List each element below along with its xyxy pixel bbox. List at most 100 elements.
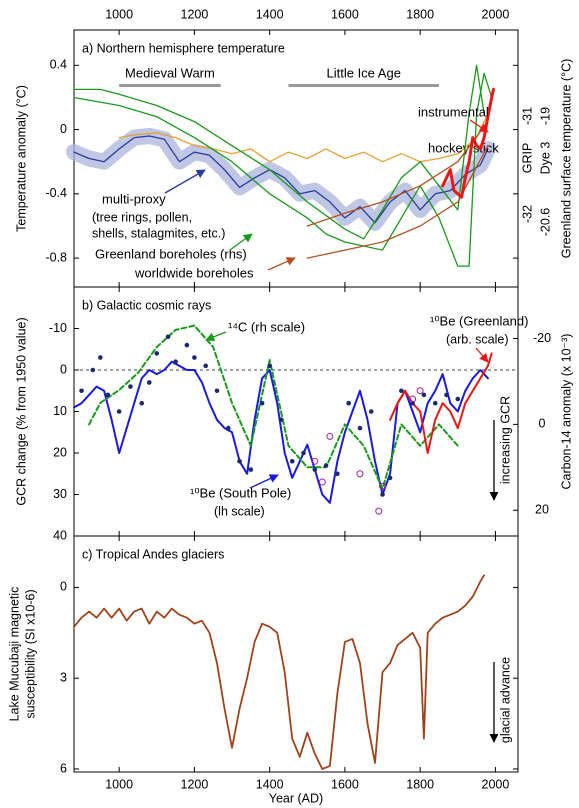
- data-point: [278, 417, 284, 423]
- panel-frame: [73, 535, 519, 773]
- data-line: [73, 360, 489, 504]
- y-axis-label: Temperature anomaly (°C): [14, 85, 28, 232]
- data-point: [225, 425, 231, 431]
- data-point: [444, 392, 449, 398]
- pointer-arrow: [249, 474, 279, 489]
- data-point: [323, 463, 329, 468]
- data-point: [311, 457, 319, 465]
- data-line: [389, 352, 493, 454]
- series-label: ¹⁰Be (South Pole): [190, 485, 291, 500]
- data-point: [203, 363, 208, 369]
- data-point: [387, 475, 393, 481]
- series-label: Greenland boreholes (rhs): [95, 246, 247, 261]
- data-point: [312, 467, 318, 472]
- data-point: [368, 409, 374, 414]
- y-tick-label: 0: [60, 362, 67, 376]
- data-point: [237, 459, 242, 464]
- pointer-arrow: [229, 233, 253, 251]
- y2-tick-label: 0: [539, 417, 546, 431]
- x-tick-label: 1600: [331, 777, 359, 791]
- data-point: [432, 400, 438, 406]
- panel-title: a) Northern hemisphere temperature: [82, 41, 285, 55]
- y-tick-label: 10: [53, 404, 67, 418]
- data-point: [154, 351, 160, 356]
- annotation: increasing GCR: [498, 396, 512, 484]
- y2-axis-label: Greenland surface temperature (°C): [559, 59, 573, 259]
- y-tick-label: 0.4: [50, 58, 67, 72]
- data-line: [73, 72, 493, 267]
- data-point: [455, 396, 461, 402]
- y-axis-label: Lake Mucubaji magnetic: [7, 587, 21, 722]
- data-line: [441, 87, 495, 199]
- data-line: [118, 112, 489, 163]
- annotation: GRIP: [520, 143, 534, 174]
- y-axis-label: GCR change (% from 1950 value): [14, 317, 28, 505]
- data-line: [88, 324, 459, 490]
- series-label: multi-proxy: [102, 191, 166, 206]
- annotation: glacial advance: [498, 657, 512, 743]
- x-tick-label: 1800: [406, 777, 434, 791]
- data-point: [146, 380, 152, 385]
- panel-title: c) Tropical Andes glaciers: [82, 547, 224, 561]
- series-label: ¹⁰Be (Greenland): [430, 313, 528, 328]
- data-line: [73, 574, 485, 770]
- data-point: [357, 425, 363, 431]
- x-axis-label: Year (AD): [269, 791, 323, 805]
- period-label: Little Ice Age: [327, 65, 401, 80]
- pointer-arrow: [267, 257, 296, 271]
- annotation: -20.6: [538, 208, 552, 237]
- data-point: [416, 387, 424, 395]
- data-point: [375, 507, 383, 515]
- annotation: -32: [520, 205, 534, 223]
- y-tick-label: 20: [53, 445, 67, 459]
- y-axis-label: susceptibility (SI x10-6): [23, 589, 37, 718]
- annotation: (lh scale): [214, 504, 265, 518]
- y2-tick-label: -20: [533, 331, 551, 345]
- y-tick-label: -0.8: [45, 250, 67, 264]
- data-point: [326, 432, 334, 440]
- pointer-arrow: [205, 331, 227, 342]
- data-point: [409, 395, 417, 403]
- period-label: Medieval Warm: [125, 65, 215, 80]
- annotation: shells, stalagmites, etc.): [92, 226, 225, 240]
- data-point: [116, 409, 122, 414]
- data-point: [192, 355, 197, 360]
- y-tick-label: -0.4: [45, 186, 67, 200]
- data-point: [301, 450, 306, 456]
- y-tick-label: -10: [49, 321, 67, 335]
- data-point: [335, 471, 340, 477]
- data-point: [79, 388, 84, 394]
- series-label: worldwide boreholes: [134, 265, 254, 280]
- period-bar: [119, 84, 221, 87]
- y2-tick-label: 20: [535, 503, 549, 517]
- y-tick-label: 0: [60, 122, 67, 136]
- x-tick-label: 1000: [105, 777, 133, 791]
- y2-axis-label: Carbon-14 anomaly (x 10⁻³): [559, 334, 573, 490]
- x-tick-label: 1400: [256, 7, 284, 21]
- annotation: Dye 3: [538, 142, 552, 175]
- y-tick-label: 0: [60, 580, 67, 594]
- data-point: [346, 400, 351, 406]
- data-point: [421, 392, 427, 398]
- data-point: [259, 400, 265, 406]
- data-point: [318, 478, 326, 486]
- data-line: [73, 135, 489, 224]
- x-tick-label: 2000: [482, 777, 510, 791]
- y-tick-label: 40: [53, 528, 67, 542]
- data-point: [98, 355, 103, 360]
- period-bar: [288, 84, 439, 87]
- pointer-arrow: [164, 169, 206, 194]
- data-point: [105, 392, 111, 398]
- x-tick-label: 2000: [482, 7, 510, 21]
- data-point: [128, 384, 133, 389]
- panel-title: b) Galactic cosmic rays: [82, 298, 211, 312]
- y-tick-label: 30: [53, 487, 67, 501]
- pointer-arrow: [475, 347, 489, 363]
- y-tick-label: 3: [60, 671, 67, 685]
- annotation: (arb. scale): [446, 332, 509, 346]
- data-point: [289, 459, 295, 464]
- annotation: (tree rings, pollen,: [92, 210, 192, 224]
- annotation: -31: [520, 107, 534, 125]
- data-point: [380, 492, 385, 497]
